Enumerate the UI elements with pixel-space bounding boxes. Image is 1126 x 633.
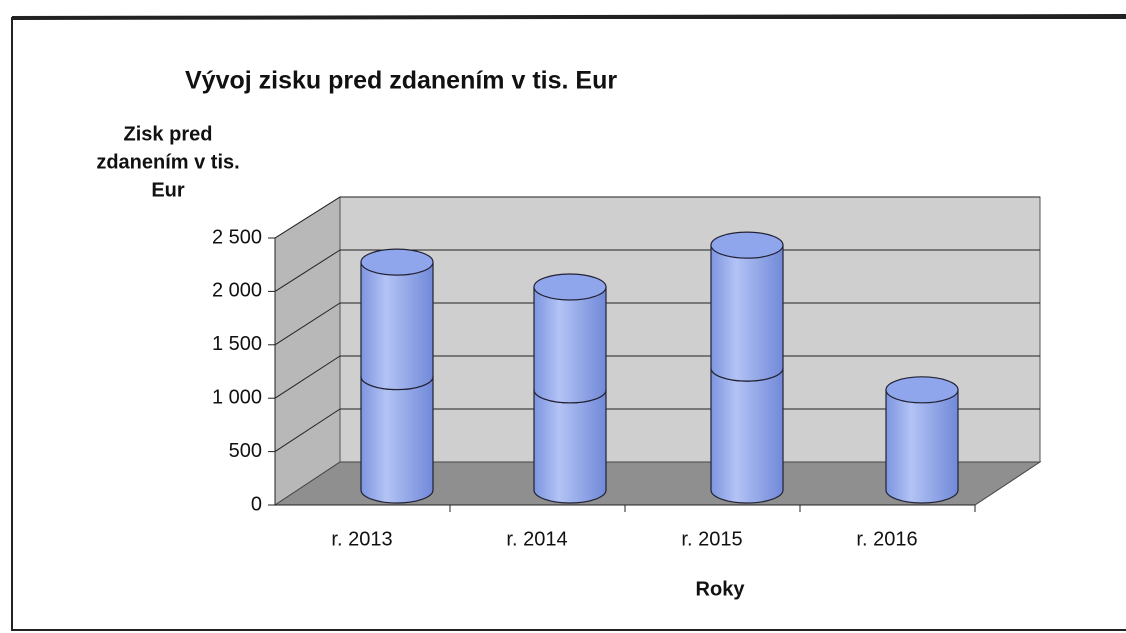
bar	[360, 375, 434, 504]
bar	[710, 367, 784, 504]
chart-title: Vývoj zisku pred zdanením v tis. Eur	[185, 67, 617, 95]
side-wall	[274, 196, 341, 506]
grid-line	[274, 408, 341, 453]
grid-line	[274, 355, 341, 399]
x-tick-label: r. 2014	[506, 528, 567, 550]
bar-top	[360, 248, 434, 276]
x-tick-label: r. 2016	[856, 528, 917, 550]
y-tick-label: 500	[229, 440, 262, 462]
y-axis-title: Zisk pred	[124, 123, 213, 145]
bar	[360, 261, 434, 391]
x-axis-title: Roky	[696, 578, 746, 600]
y-tick-label: 0	[251, 493, 262, 515]
grid-line	[274, 196, 341, 239]
frame-top	[11, 14, 1126, 20]
bar-top	[885, 376, 959, 404]
y-axis-title: Eur	[151, 179, 185, 201]
y-tick-label: 2 500	[212, 226, 262, 248]
bar	[533, 389, 607, 504]
bar	[710, 244, 784, 382]
bar	[533, 286, 607, 404]
grid-line	[274, 302, 341, 346]
bar-top	[710, 231, 784, 259]
y-tick-label: 1 000	[212, 386, 262, 408]
bar-top	[533, 273, 607, 301]
grid-line	[274, 249, 341, 292]
y-axis-title: zdanením v tis.	[96, 151, 239, 173]
x-tick-label: r. 2015	[681, 528, 742, 550]
y-tick-label: 1 500	[212, 333, 262, 355]
y-tick-label: 2 000	[212, 280, 262, 302]
x-tick-label: r. 2013	[331, 528, 392, 550]
bar	[885, 389, 959, 504]
